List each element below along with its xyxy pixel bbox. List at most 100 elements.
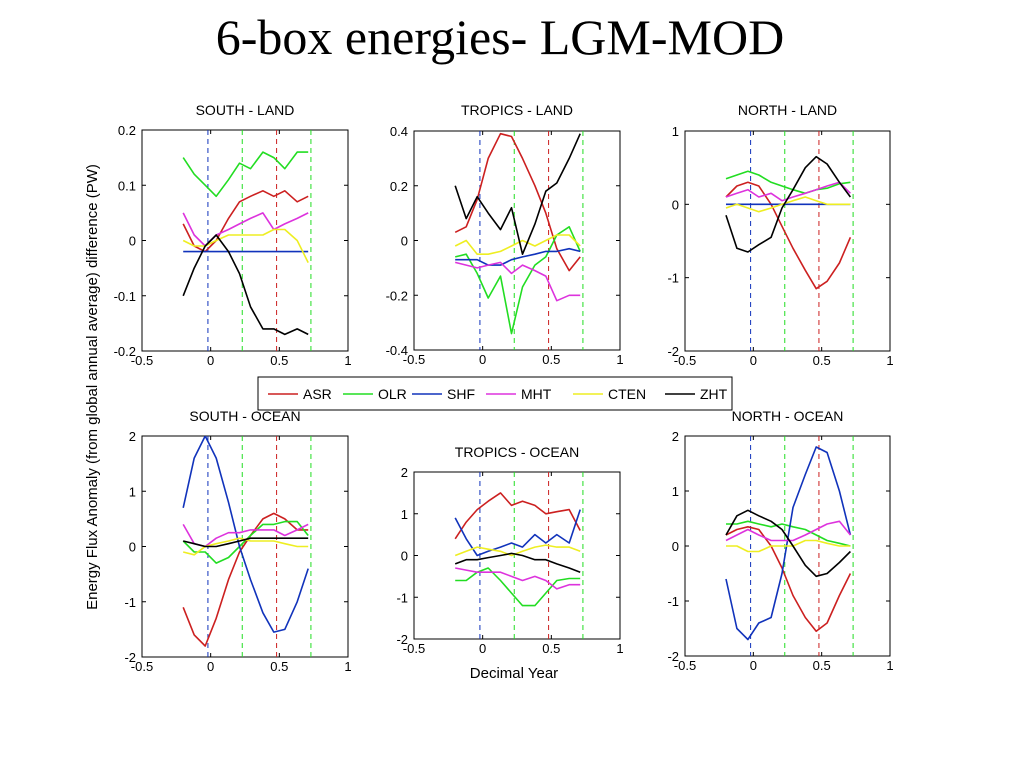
plot-area — [141, 129, 349, 352]
x-tick-label: -0.5 — [131, 353, 153, 368]
y-tick-label: 2 — [401, 465, 408, 480]
y-tick-label: 0 — [401, 234, 408, 249]
series-line-zht — [183, 537, 309, 548]
x-tick-label: 0 — [207, 353, 214, 368]
panel-title: SOUTH - OCEAN — [189, 408, 300, 424]
y-tick-label: -1 — [667, 594, 679, 609]
x-tick-label: 0 — [750, 658, 757, 673]
series-line-shf — [182, 436, 309, 633]
x-tick-label: 1 — [344, 659, 351, 674]
x-tick-label: 0.5 — [813, 658, 831, 673]
series-line-cten — [454, 234, 581, 255]
panels: SOUTH - LAND -0.5 0 0.5 1 -0.2 -0.1 0 0.1 0.2 TROP… — [114, 102, 894, 674]
y-tick-label: 1 — [129, 484, 136, 499]
y-tick-label: -0.1 — [114, 289, 136, 304]
series-line-olr — [182, 520, 309, 564]
y-tick-label: -1 — [396, 590, 408, 605]
legend-label: ASR — [303, 386, 332, 402]
series-group — [182, 151, 309, 336]
panel-title: SOUTH - LAND — [196, 102, 295, 118]
x-tick-label: 0.5 — [542, 641, 560, 656]
series-line-asr — [454, 132, 581, 272]
series-line-cten — [454, 544, 581, 557]
series-group — [725, 155, 852, 290]
series-line-cten — [725, 196, 851, 213]
x-tick-label: 0 — [479, 641, 486, 656]
y-tick-label: -2 — [667, 649, 679, 664]
series-line-asr — [182, 512, 309, 647]
plot-area — [141, 435, 349, 658]
panel: NORTH - LAND -0.5 0 0.5 1 -2 -1 0 1 — [667, 102, 893, 368]
series-line-cten — [726, 539, 851, 553]
panel: SOUTH - OCEAN -0.5 0 0.5 1 -2 -1 0 1 2 — [124, 408, 351, 674]
series-line-zht — [725, 509, 851, 578]
panel: NORTH - OCEAN -0.5 0 0.5 1 -2 -1 0 1 2 — [667, 408, 893, 673]
plot-area — [413, 471, 621, 640]
series-line-cten — [182, 228, 309, 263]
panel-title: NORTH - LAND — [738, 102, 837, 118]
x-tick-label: -0.5 — [674, 658, 696, 673]
x-tick-label: 0 — [479, 352, 486, 367]
panel: TROPICS - OCEAN -0.5 0 0.5 1 -2 -1 0 1 2 — [396, 444, 623, 656]
slide-title: 6-box energies- LGM-MOD — [215, 9, 785, 65]
y-tick-label: 0.2 — [118, 123, 136, 138]
y-tick-label: 0.2 — [390, 179, 408, 194]
x-tick-label: 1 — [616, 352, 623, 367]
panel-title: TROPICS - OCEAN — [455, 444, 579, 460]
y-tick-label: 0 — [129, 234, 136, 249]
x-tick-label: -0.5 — [674, 353, 696, 368]
legend-entries: ASR OLR SHF MHT CTEN ZHT — [268, 386, 728, 402]
series-group — [454, 492, 581, 607]
series-group — [725, 446, 852, 641]
plot-area — [684, 130, 891, 352]
x-tick-label: 0.5 — [270, 659, 288, 674]
y-tick-label: 1 — [401, 507, 408, 522]
y-tick-label: -2 — [124, 650, 136, 665]
series-line-asr — [454, 492, 581, 540]
x-tick-label: 0.5 — [813, 353, 831, 368]
series-line-zht — [725, 155, 852, 253]
series-line-shf — [455, 247, 581, 266]
y-tick-label: -0.2 — [386, 288, 408, 303]
series-line-zht — [454, 133, 581, 255]
y-tick-label: 0 — [129, 540, 136, 555]
x-tick-label: -0.5 — [403, 641, 425, 656]
x-tick-label: -0.5 — [403, 352, 425, 367]
series-line-asr — [725, 525, 852, 633]
y-tick-label: -2 — [396, 632, 408, 647]
series-line-olr — [725, 170, 851, 195]
y-tick-label: 0 — [401, 549, 408, 564]
x-tick-label: 1 — [886, 658, 893, 673]
series-group — [182, 436, 309, 647]
panel: TROPICS - LAND -0.5 0 0.5 1 -0.4 -0.2 0 0.2 0.4 — [386, 102, 624, 367]
series-line-asr — [725, 181, 852, 290]
y-tick-label: 0.4 — [390, 124, 408, 139]
x-tick-label: 1 — [344, 353, 351, 368]
series-line-mht — [725, 520, 852, 542]
x-tick-label: -0.5 — [131, 659, 153, 674]
plot-area — [413, 130, 621, 351]
figure-xlabel: Decimal Year — [470, 665, 558, 682]
x-tick-label: 0 — [207, 659, 214, 674]
y-tick-label: -1 — [667, 271, 679, 286]
y-tick-label: 0 — [672, 539, 679, 554]
series-line-shf — [454, 509, 581, 557]
y-tick-label: -2 — [667, 344, 679, 359]
y-tick-label: 2 — [672, 429, 679, 444]
legend: ASR OLR SHF MHT CTEN ZHT — [257, 376, 733, 411]
series-line-olr — [726, 520, 851, 547]
x-tick-label: 1 — [886, 353, 893, 368]
y-tick-label: -0.2 — [114, 344, 136, 359]
x-tick-label: 1 — [616, 641, 623, 656]
x-tick-label: 0 — [750, 353, 757, 368]
panel-title: NORTH - OCEAN — [732, 408, 844, 424]
series-line-zht — [454, 552, 581, 573]
series-line-mht — [455, 567, 581, 590]
y-tick-label: 0.1 — [118, 178, 136, 193]
legend-label: SHF — [447, 386, 475, 402]
x-tick-label: 0.5 — [542, 352, 560, 367]
series-line-olr — [182, 151, 309, 198]
y-tick-label: -0.4 — [386, 343, 408, 358]
legend-label: CTEN — [608, 386, 646, 402]
